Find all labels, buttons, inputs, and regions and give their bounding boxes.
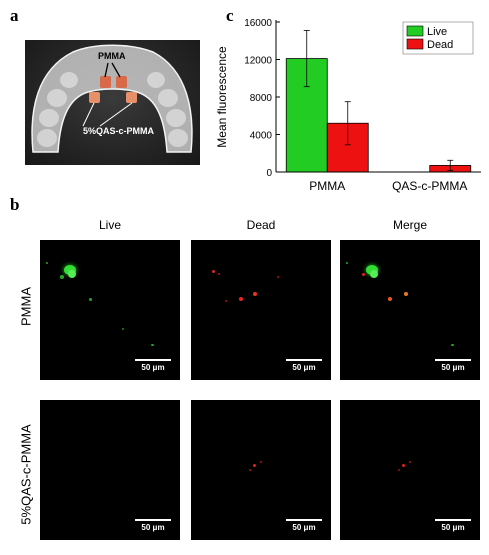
legend-swatch-live [406,25,424,37]
appliance-photo: PMMA 5%QAS-c-PMMA [25,40,200,165]
legend-label-dead: Dead [427,39,453,51]
panel-letter-a: a [10,6,19,25]
y-tick-label: 12000 [244,56,272,67]
y-tick-label: 8000 [250,93,273,104]
scale-bar: 50 μm [286,519,322,532]
x-tick-label: QAS-c-PMMA [392,179,467,193]
legend-label-live: Live [427,26,447,38]
x-tick-label: PMMA [309,179,345,193]
qas-sample [126,92,137,103]
column-header-live: Live [98,218,121,232]
micrograph-pmma-live: 50 μm [40,240,180,380]
scale-bar: 50 μm [286,359,322,372]
chart-svg: Mean fluorescence 0 4000 8000 12000 16000 PMMA… [215,18,481,193]
y-tick-label: 4000 [250,131,273,142]
column-header-dead: Dead [246,218,276,232]
row-label-qas: 5%QAS-c-PMMA [18,424,34,525]
row-label-pmma: PMMA [18,287,34,326]
pmma-sample [100,76,111,88]
micrograph-qas-dead: 50 μm [191,400,331,540]
micrograph-qas-live: 50 μm [40,400,180,540]
pmma-sample [116,76,127,88]
scale-bar: 50 μm [135,359,171,372]
scale-bar: 50 μm [435,519,471,532]
scale-bar: 50 μm [435,359,471,372]
micrograph-pmma-dead: 50 μm [191,240,331,380]
qas-sample [89,92,100,103]
y-axis-label: Mean fluorescence [215,46,229,148]
photo-label-qas: 5%QAS-c-PMMA [83,126,155,136]
panel-letter-b: b [10,195,20,214]
micrograph-pmma-merge: 50 μm [340,240,480,380]
y-tick-label: 16000 [244,18,272,29]
fluorescence-chart: Mean fluorescence 0 4000 8000 12000 16000 PMMA… [206,8,489,198]
micrograph-qas-merge: 50 μm [340,400,480,540]
legend-swatch-dead [406,38,424,50]
column-header-merge: Merge [392,218,427,232]
appliance-illustration [31,44,193,153]
y-tick-label: 0 [266,168,272,179]
scale-bar: 50 μm [135,519,171,532]
panel-letter-c: c [226,6,234,25]
photo-label-pmma: PMMA [98,51,126,61]
